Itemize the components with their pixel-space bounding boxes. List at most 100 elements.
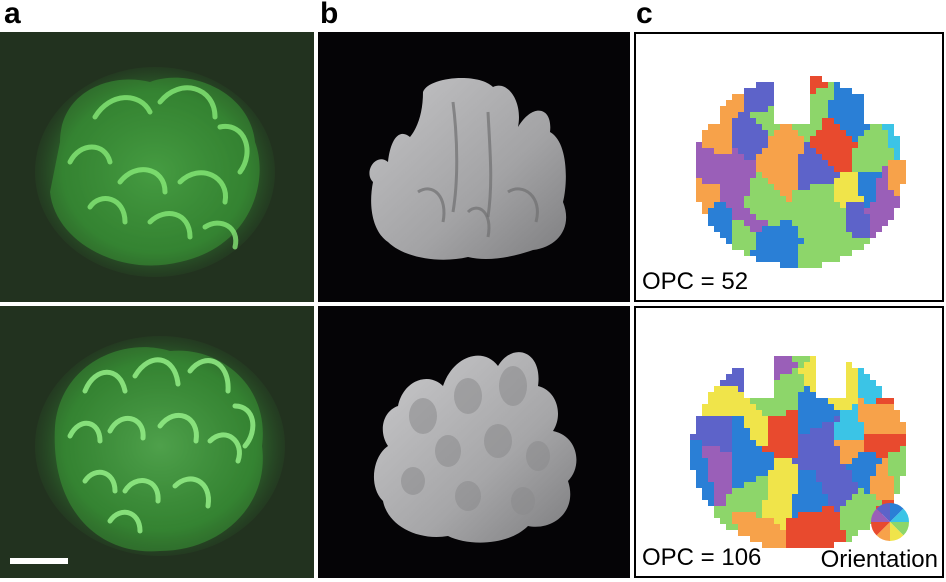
orientation-pixel (864, 410, 870, 416)
orientation-pixel (732, 244, 738, 250)
orientation-pixel (846, 178, 852, 184)
orientation-pixel (768, 398, 774, 404)
orientation-pixel (780, 148, 786, 154)
orientation-pixel (750, 220, 756, 226)
orientation-pixel (774, 136, 780, 142)
orientation-pixel (792, 446, 798, 452)
orientation-pixel (696, 452, 702, 458)
orientation-pixel (864, 398, 870, 404)
orientation-pixel (888, 208, 894, 214)
orientation-pixel (744, 238, 750, 244)
orientation-pixel (834, 404, 840, 410)
orientation-pixel (828, 434, 834, 440)
orientation-pixel (870, 494, 876, 500)
orientation-pixel (780, 428, 786, 434)
orientation-pixel (792, 160, 798, 166)
orientation-pixel (756, 250, 762, 256)
orientation-pixel (774, 250, 780, 256)
orientation-pixel (888, 404, 894, 410)
orientation-pixel (792, 356, 798, 362)
orientation-pixel (720, 422, 726, 428)
orientation-pixel (762, 190, 768, 196)
color-wheel-segment (890, 508, 909, 522)
orientation-pixel (756, 464, 762, 470)
orientation-pixel (750, 464, 756, 470)
orientation-pixel (744, 488, 750, 494)
orientation-pixel (738, 106, 744, 112)
orientation-pixel (822, 124, 828, 130)
orientation-pixel (750, 178, 756, 184)
orientation-pixel (732, 226, 738, 232)
orientation-pixel (834, 82, 840, 88)
orientation-pixel (846, 518, 852, 524)
orientation-pixel (840, 130, 846, 136)
orientation-pixel (798, 446, 804, 452)
orientation-pixel (738, 154, 744, 160)
orientation-pixel (834, 154, 840, 160)
orientation-pixel (882, 172, 888, 178)
orientation-pixel (810, 94, 816, 100)
orientation-pixel (732, 112, 738, 118)
orientation-pixel (744, 446, 750, 452)
orientation-pixel (870, 422, 876, 428)
orientation-pixel (780, 356, 786, 362)
orientation-pixel (732, 100, 738, 106)
orientation-pixel (762, 202, 768, 208)
orientation-pixel (780, 524, 786, 530)
orientation-pixel (720, 112, 726, 118)
orientation-pixel (738, 440, 744, 446)
orientation-pixel (720, 470, 726, 476)
orientation-pixel (822, 434, 828, 440)
orientation-pixel (864, 434, 870, 440)
orientation-pixel (726, 470, 732, 476)
orientation-pixel (786, 476, 792, 482)
orientation-pixel (828, 542, 834, 548)
orientation-pixel (768, 160, 774, 166)
orientation-pixel (864, 470, 870, 476)
orientation-pixel (774, 356, 780, 362)
orientation-pixel (804, 160, 810, 166)
orientation-pixel (714, 422, 720, 428)
orientation-pixel (870, 130, 876, 136)
orientation-pixel (846, 422, 852, 428)
orientation-pixel (840, 172, 846, 178)
orientation-pixel (858, 476, 864, 482)
orientation-pixel (822, 458, 828, 464)
orientation-pixel (810, 452, 816, 458)
orientation-pixel (852, 398, 858, 404)
orientation-pixel (780, 392, 786, 398)
orientation-pixel (882, 148, 888, 154)
orientation-pixel (726, 464, 732, 470)
orientation-pixel (732, 392, 738, 398)
orientation-pixel (732, 470, 738, 476)
orientation-pixel (852, 184, 858, 190)
orientation-pixel (870, 208, 876, 214)
orientation-pixel (774, 184, 780, 190)
orientation-pixel (786, 166, 792, 172)
orientation-pixel (708, 202, 714, 208)
orientation-pixel (882, 160, 888, 166)
orientation-pixel (768, 446, 774, 452)
orientation-pixel (816, 88, 822, 94)
orientation-pixel (894, 184, 900, 190)
orientation-pixel (828, 482, 834, 488)
orientation-pixel (762, 82, 768, 88)
orientation-pixel (876, 142, 882, 148)
orientation-pixel (900, 166, 906, 172)
orientation-pixel (822, 88, 828, 94)
orientation-pixel (780, 398, 786, 404)
orientation-pixel (804, 154, 810, 160)
orientation-pixel (894, 434, 900, 440)
orientation-pixel (846, 482, 852, 488)
orientation-pixel (834, 244, 840, 250)
orientation-pixel (768, 106, 774, 112)
orientation-pixel (852, 494, 858, 500)
orientation-pixel (792, 530, 798, 536)
orientation-pixel (744, 464, 750, 470)
orientation-pixel (882, 482, 888, 488)
orientation-pixel (708, 482, 714, 488)
orientation-pixel (696, 196, 702, 202)
orientation-pixel (774, 530, 780, 536)
orientation-pixel (708, 214, 714, 220)
orientation-pixel (810, 512, 816, 518)
